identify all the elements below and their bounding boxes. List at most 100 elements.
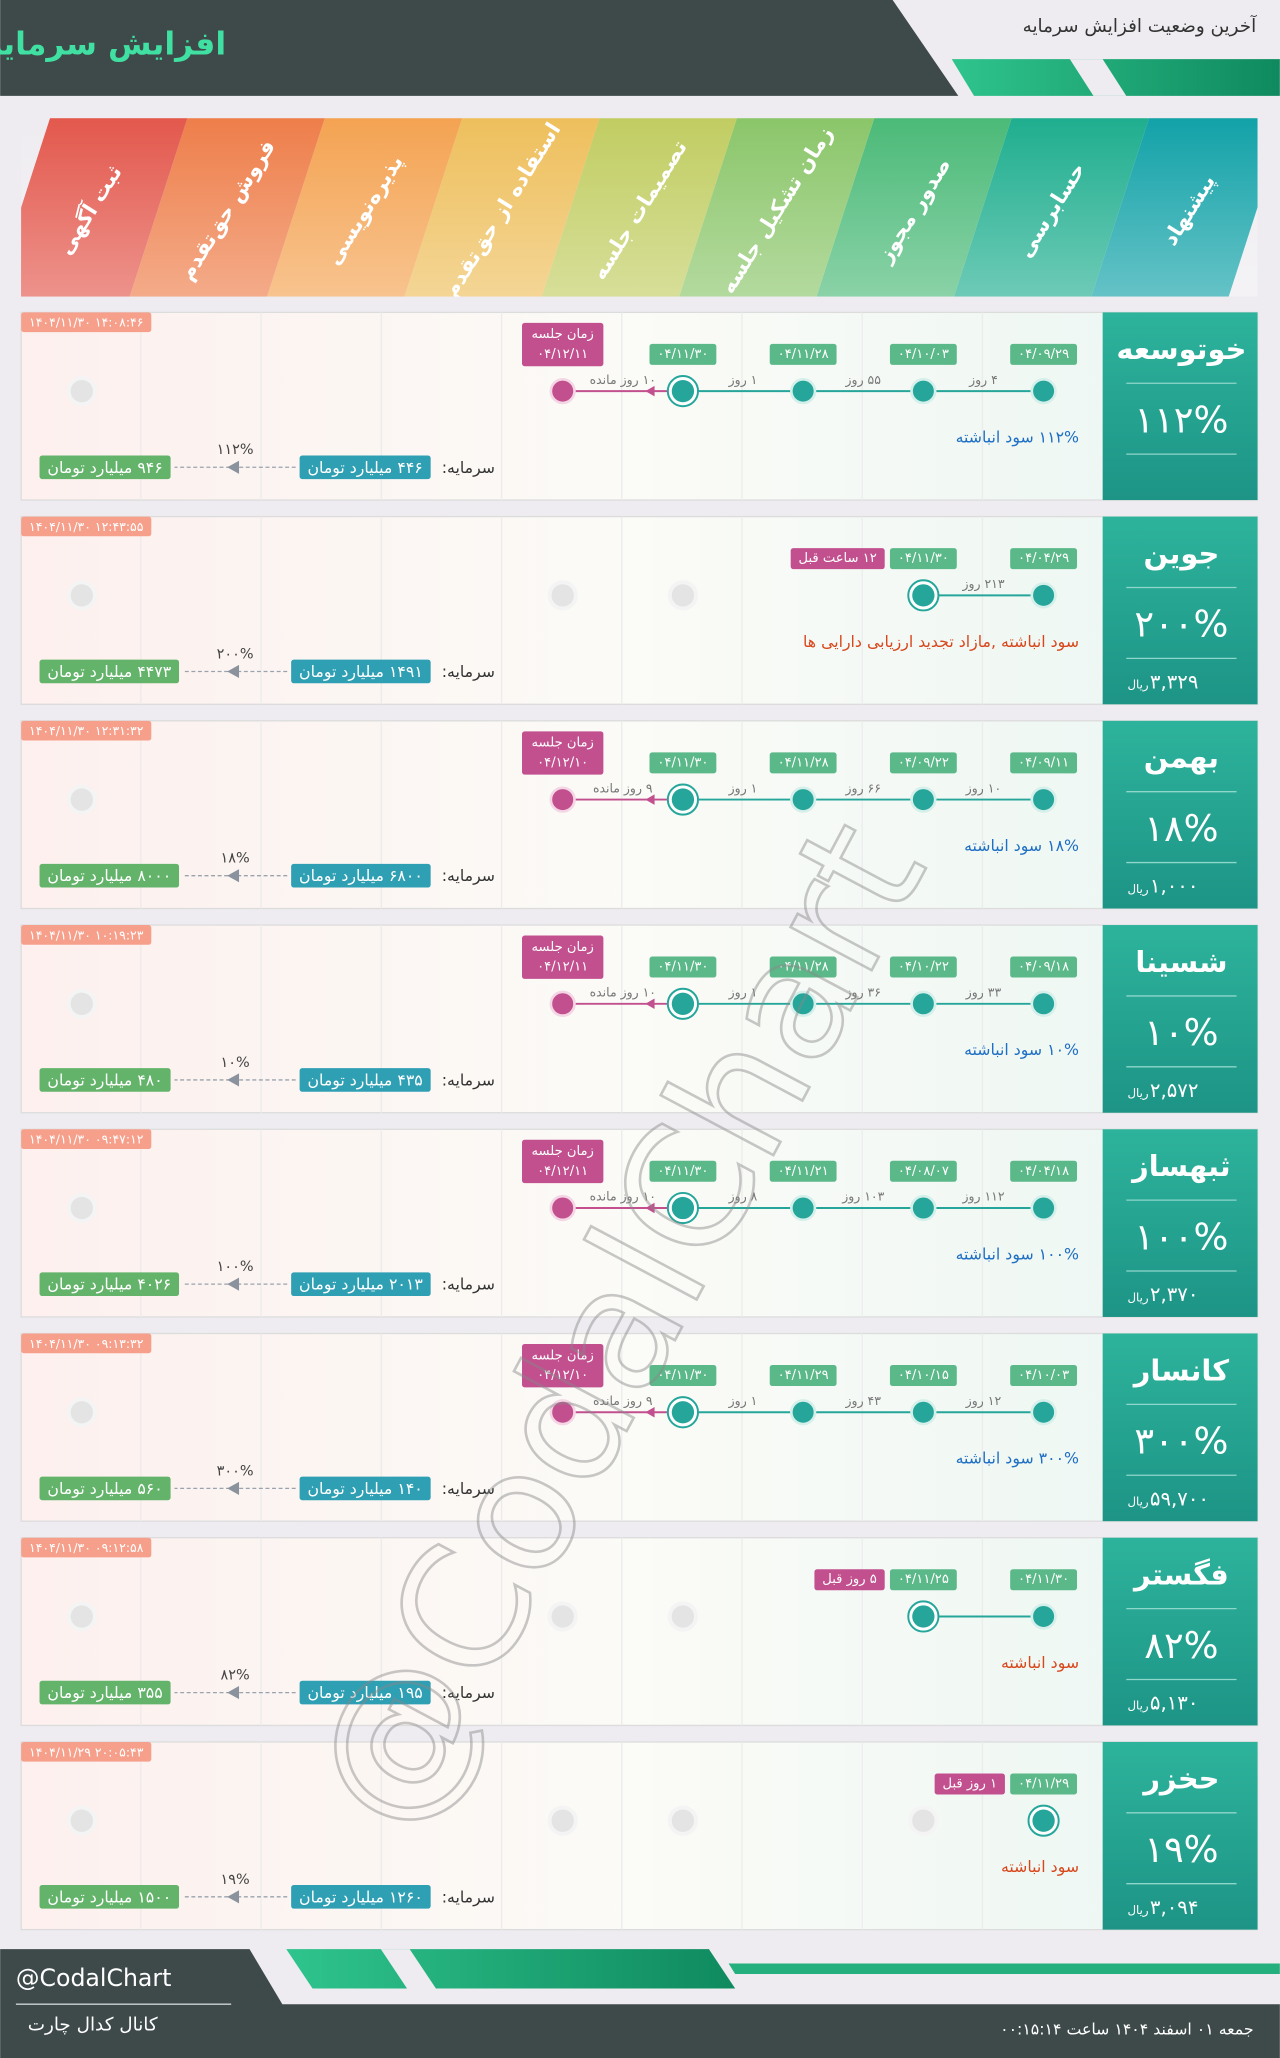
capital-to-text: ۴۰۲۶ میلیارد تومان [47, 1275, 171, 1295]
done-node [1030, 786, 1057, 813]
capital-to-text: ۹۴۶ میلیارد تومان [47, 458, 162, 478]
capital-to-text: ۳۵۵ میلیارد تومان [47, 1683, 162, 1703]
capital-to [39, 455, 171, 480]
symbol-name: کانسار [1132, 1353, 1229, 1387]
gap-label: ۱۰ روز [965, 780, 1001, 796]
gap-label: ۱۲ روز [965, 1393, 1002, 1409]
date-badge [1010, 1160, 1078, 1182]
capital-change: ۱۹% [220, 1872, 249, 1888]
capital-from [291, 659, 431, 684]
date-badge [649, 752, 717, 774]
pending-node [667, 580, 699, 611]
gap-label: ۸ روز [728, 1189, 758, 1205]
capital-from-text: ۶۸۰۰ میلیارد تومان [299, 866, 423, 886]
increase-percent: ۱۹% [1144, 1828, 1218, 1871]
date-badge-text: ۰۴/۰۹/۲۹ [1018, 347, 1069, 362]
date-badge-text: ۰۴/۱۱/۲۵ [898, 1572, 949, 1587]
pending-node [667, 1805, 699, 1836]
done-node [1030, 582, 1057, 609]
capital-to-text: ۱۵۰۰ میلیارد تومان [47, 1887, 171, 1907]
name-panel [1102, 1537, 1258, 1726]
capital-from-text: ۱۲۶۰ میلیارد تومان [299, 1887, 423, 1907]
pending-node [66, 1397, 97, 1428]
gap-label: ۹ روز مانده [593, 780, 653, 796]
date-badge-text: ۰۴/۰۹/۱۸ [1018, 960, 1069, 975]
header-stripe-gap [1069, 59, 1127, 96]
price-unit: ریال [1127, 1495, 1148, 1510]
note: سود انباشته ,مازاد تجدید ارزیابی دارایی … [803, 632, 1079, 652]
gap-label: ۱۰ روز مانده [590, 1189, 656, 1205]
timestamp-badge-text: ۱۴۰۴/۱۱/۳۰ ۱۲:۴۳:۵۵ [29, 519, 144, 534]
timestamp-badge [21, 925, 152, 945]
date-badge-text: ۰۴/۱۱/۳۰ [657, 347, 708, 362]
date-badge [649, 343, 717, 365]
date-badge [1010, 1569, 1078, 1591]
footer-band [0, 1949, 1280, 2058]
header-stripe [951, 59, 1280, 96]
capital-from [299, 1068, 431, 1092]
pending-node [66, 580, 97, 611]
increase-percent: ۱۸% [1144, 807, 1218, 850]
capital-to-text: ۸۰۰۰ میلیارد تومان [47, 866, 171, 886]
meeting-node [549, 1194, 576, 1222]
gap-label: ۵۵ روز [845, 372, 882, 388]
date-badge [889, 1160, 957, 1182]
capital-from-text: ۴۳۵ میلیارد تومان [307, 1070, 422, 1090]
capital-change: ۸۲% [220, 1668, 249, 1684]
symbol-name: خوتوسعه [1116, 332, 1246, 366]
name-panel [1102, 1333, 1258, 1522]
date-badge [769, 343, 837, 365]
date-badge-text: ۰۴/۰۴/۲۹ [1018, 551, 1069, 566]
meeting-node [549, 378, 576, 405]
timestamp-badge-text: ۱۴۰۴/۱۱/۳۰ ۰۹:۱۲:۵۸ [29, 1540, 144, 1555]
capital-from [291, 1885, 431, 1909]
pending-node [66, 1805, 97, 1836]
done-node [790, 786, 817, 813]
remaining-arrow [645, 794, 655, 805]
meeting-badge [522, 322, 604, 367]
pending-node [667, 1601, 699, 1632]
date-badge [769, 1160, 837, 1182]
date-badge [1010, 343, 1078, 365]
done-node [1030, 1194, 1057, 1222]
active-node [671, 1196, 695, 1220]
date-badge [889, 1365, 957, 1386]
capital-to-text: ۴۸۰ میلیارد تومان [47, 1070, 162, 1090]
price: ۲,۳۷۰ [1150, 1283, 1199, 1306]
timestamp-badge-text: ۱۴۰۴/۱۱/۳۰ ۰۹:۴۷:۱۲ [29, 1132, 144, 1147]
row-background [20, 720, 1259, 910]
date-badge [1010, 1773, 1078, 1795]
capital-to [39, 1272, 180, 1296]
done-node [790, 378, 817, 405]
gap-label: ۹ روز مانده [593, 1393, 653, 1409]
increase-percent: ۲۰۰% [1134, 603, 1228, 646]
capital-to [39, 1680, 171, 1705]
date-badge-text: ۰۴/۰۸/۰۷ [898, 1164, 949, 1179]
meeting-label: زمان جلسه [532, 940, 594, 955]
note: سود انباشته [1001, 1653, 1079, 1673]
price-unit: ریال [1127, 882, 1148, 897]
timestamp-badge-text: ۱۴۰۴/۱۱/۳۰ ۱۴:۰۸:۴۶ [29, 315, 143, 330]
meeting-label: زمان جلسه [532, 1144, 594, 1159]
capital-arrow-head [227, 1890, 240, 1904]
price: ۳,۳۲۹ [1150, 670, 1199, 693]
date-badge-text: ۰۴/۱۱/۳۰ [1018, 1572, 1069, 1587]
meeting-badge [522, 731, 604, 775]
capital-arrow-head [227, 1277, 240, 1291]
date-badge [649, 1160, 717, 1182]
capital-arrow-head [227, 1073, 240, 1087]
name-panel [1102, 516, 1258, 705]
timestamp-badge [21, 1333, 152, 1354]
pending-node [547, 1601, 578, 1632]
date-badge-text: ۰۴/۰۹/۲۲ [898, 755, 949, 770]
timestamp-badge-text: ۱۴۰۴/۱۱/۳۰ ۱۲:۳۱:۳۲ [29, 723, 144, 738]
done-node [910, 786, 937, 813]
capital-change: ۱۰۰% [217, 1259, 254, 1275]
date-badge [889, 548, 957, 570]
pending-node [66, 988, 97, 1019]
done-node [1030, 378, 1057, 405]
active-node [912, 584, 935, 607]
capital-to-text: ۴۴۷۳ میلیارد تومان [47, 662, 171, 682]
